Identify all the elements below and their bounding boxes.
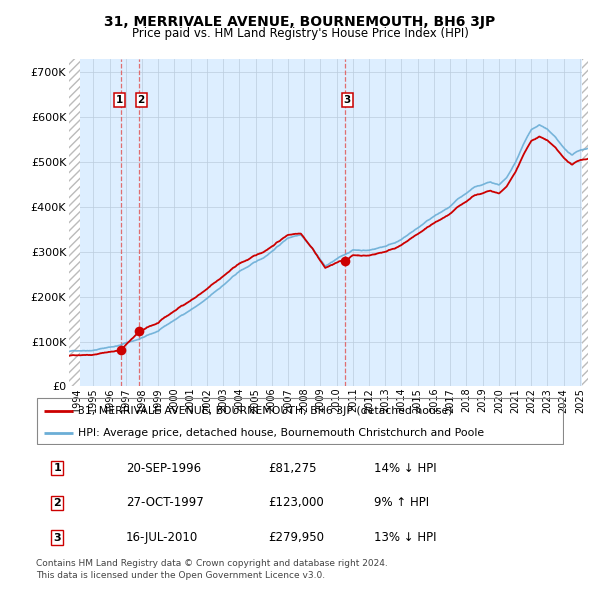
Text: 31, MERRIVALE AVENUE, BOURNEMOUTH, BH6 3JP (detached house): 31, MERRIVALE AVENUE, BOURNEMOUTH, BH6 3…: [78, 405, 453, 415]
Text: Contains HM Land Registry data © Crown copyright and database right 2024.
This d: Contains HM Land Registry data © Crown c…: [36, 559, 388, 580]
Text: 2: 2: [53, 498, 61, 508]
Text: 14% ↓ HPI: 14% ↓ HPI: [374, 461, 437, 474]
Bar: [581, 59, 588, 386]
Text: £279,950: £279,950: [268, 532, 325, 545]
Text: Price paid vs. HM Land Registry's House Price Index (HPI): Price paid vs. HM Land Registry's House …: [131, 27, 469, 40]
Text: 13% ↓ HPI: 13% ↓ HPI: [374, 532, 436, 545]
Text: 2: 2: [137, 95, 145, 105]
Text: 1: 1: [53, 463, 61, 473]
Text: 16-JUL-2010: 16-JUL-2010: [126, 532, 198, 545]
Text: 9% ↑ HPI: 9% ↑ HPI: [374, 496, 429, 510]
Text: £123,000: £123,000: [268, 496, 324, 510]
Text: 1: 1: [116, 95, 123, 105]
Text: 20-SEP-1996: 20-SEP-1996: [126, 461, 201, 474]
Bar: [69, 59, 80, 386]
Text: 31, MERRIVALE AVENUE, BOURNEMOUTH, BH6 3JP: 31, MERRIVALE AVENUE, BOURNEMOUTH, BH6 3…: [104, 15, 496, 30]
Text: 27-OCT-1997: 27-OCT-1997: [126, 496, 203, 510]
Text: HPI: Average price, detached house, Bournemouth Christchurch and Poole: HPI: Average price, detached house, Bour…: [78, 428, 484, 438]
Text: 3: 3: [53, 533, 61, 543]
Text: 3: 3: [344, 95, 351, 105]
Text: £81,275: £81,275: [268, 461, 317, 474]
